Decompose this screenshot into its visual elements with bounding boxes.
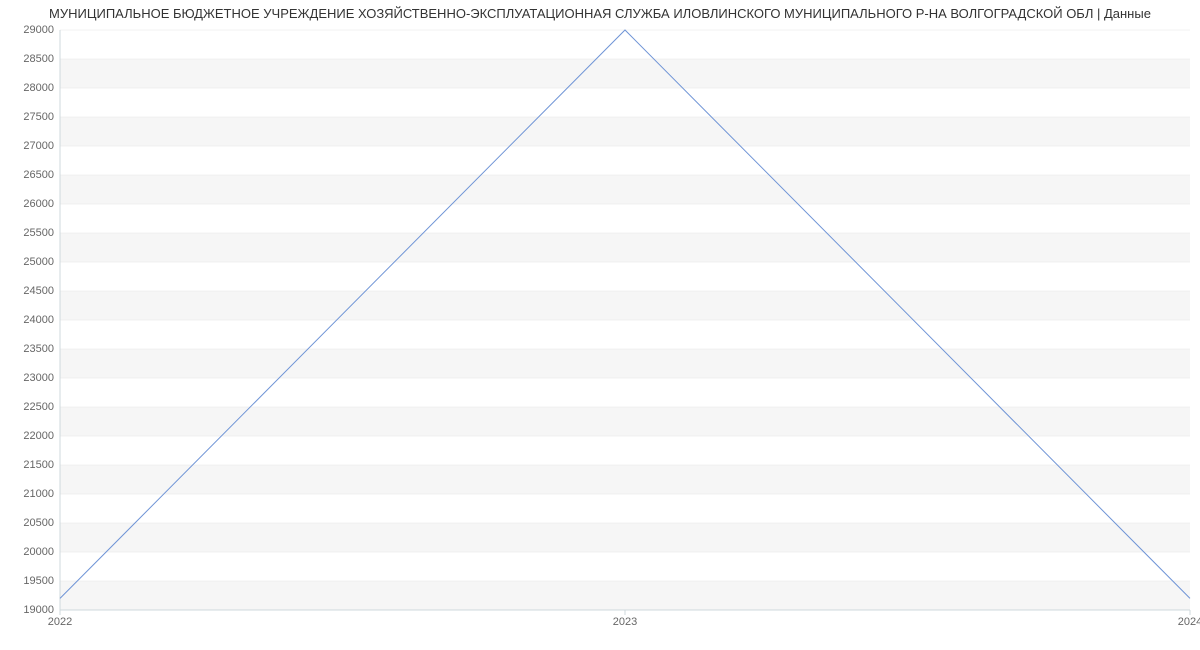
y-tick-label: 24500 [23,285,54,297]
y-tick-label: 22500 [23,401,54,413]
y-tick-label: 19500 [23,575,54,587]
y-tick-label: 19000 [23,604,54,616]
y-tick-label: 22000 [23,430,54,442]
y-tick-label: 23500 [23,343,54,355]
x-tick-label: 2024 [1178,616,1200,628]
y-tick-label: 23000 [23,372,54,384]
y-tick-label: 21500 [23,459,54,471]
y-tick-label: 20500 [23,517,54,529]
y-tick-label: 25000 [23,256,54,268]
y-tick-label: 20000 [23,546,54,558]
y-tick-label: 26000 [23,198,54,210]
x-tick-label: 2023 [613,616,637,628]
x-tick-label: 2022 [48,616,72,628]
y-tick-label: 24000 [23,314,54,326]
y-tick-label: 25500 [23,227,54,239]
y-tick-label: 28000 [23,82,54,94]
chart-container: МУНИЦИПАЛЬНОЕ БЮДЖЕТНОЕ УЧРЕЖДЕНИЕ ХОЗЯЙ… [0,0,1200,650]
y-tick-label: 26500 [23,169,54,181]
y-tick-label: 27500 [23,111,54,123]
y-tick-label: 21000 [23,488,54,500]
chart-title: МУНИЦИПАЛЬНОЕ БЮДЖЕТНОЕ УЧРЕЖДЕНИЕ ХОЗЯЙ… [0,6,1200,21]
chart-plot-area: 1900019500200002050021000215002200022500… [60,30,1190,610]
y-tick-label: 28500 [23,53,54,65]
y-tick-label: 29000 [23,24,54,36]
y-tick-label: 27000 [23,140,54,152]
chart-svg [60,30,1190,616]
